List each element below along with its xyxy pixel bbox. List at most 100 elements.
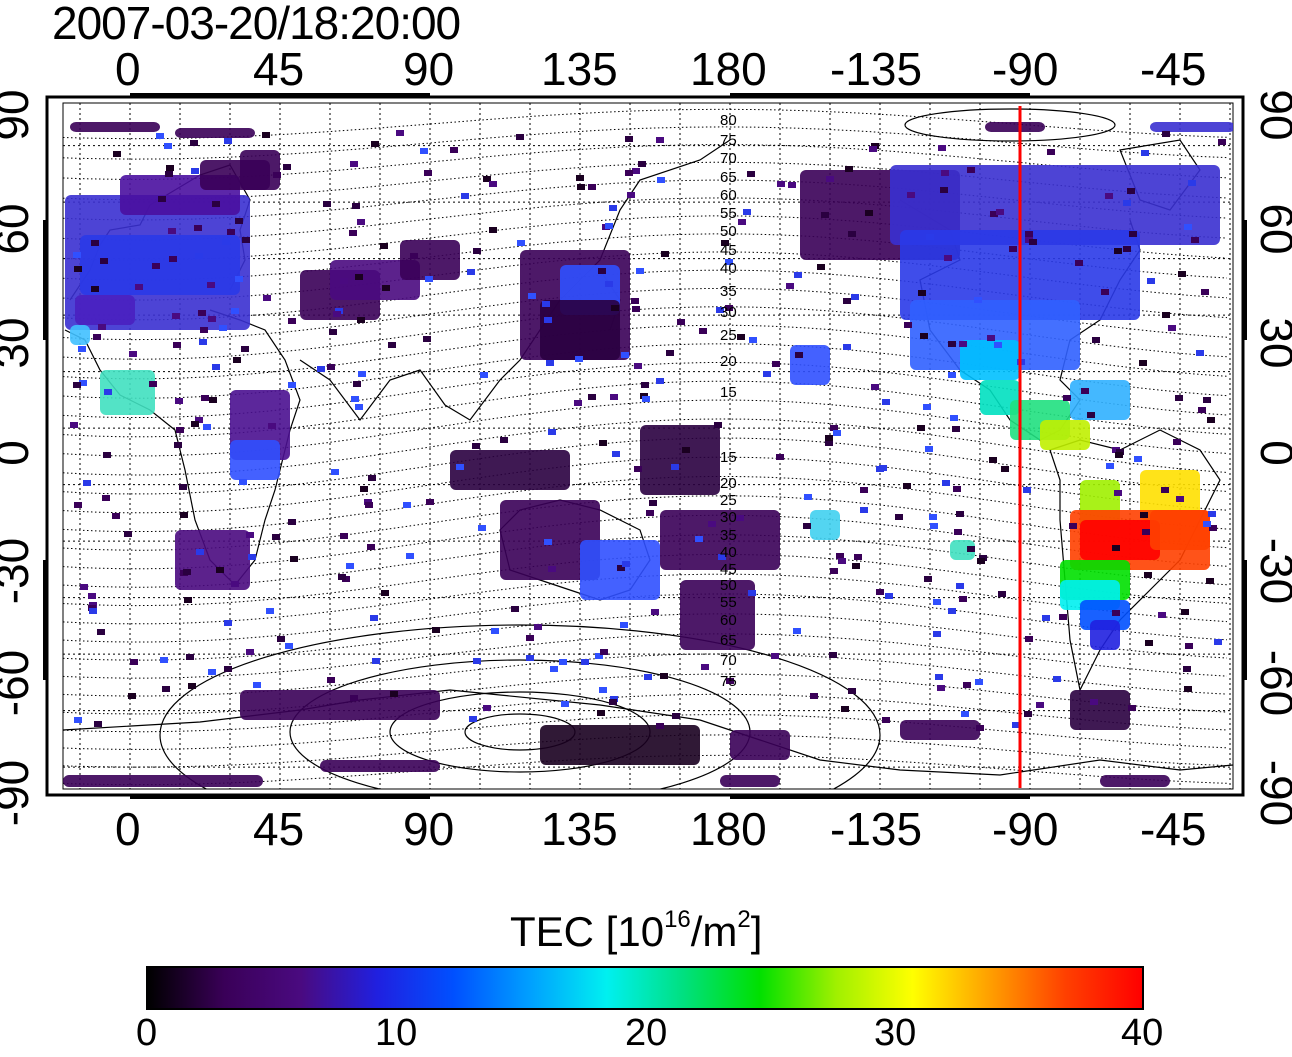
tec-data-point	[191, 168, 199, 174]
tec-data-point	[323, 201, 331, 207]
tec-data-point	[776, 454, 784, 460]
tec-data-point	[609, 699, 617, 705]
tec-data-point	[967, 546, 975, 552]
tec-data-point	[124, 531, 132, 537]
tec-data-point	[480, 372, 488, 378]
tec-data-region	[540, 725, 700, 765]
tec-data-region	[1090, 620, 1120, 650]
tec-data-point	[611, 305, 619, 311]
tec-data-point	[340, 533, 348, 539]
lon-label-top: 45	[253, 43, 305, 95]
tec-data-point	[598, 268, 606, 274]
tec-data-region	[660, 510, 780, 570]
tec-data-point	[821, 212, 829, 218]
tec-data-point	[534, 624, 542, 630]
tec-data-region	[400, 240, 460, 280]
tec-data-point	[406, 553, 414, 559]
tec-data-point	[1114, 490, 1122, 496]
tec-data-point	[1106, 463, 1114, 469]
tec-data-point	[367, 544, 375, 550]
tec-data-point	[588, 394, 596, 400]
tec-data-point	[994, 342, 1002, 348]
tec-data-point	[677, 319, 685, 325]
tec-data-point	[368, 475, 376, 481]
tec-data-point	[1161, 487, 1169, 493]
tec-data-region	[450, 450, 570, 490]
tec-data-point	[381, 590, 389, 596]
coastline	[1049, 429, 1221, 692]
tec-data-point	[577, 184, 585, 190]
tec-data-point	[235, 218, 243, 224]
tec-data-point	[923, 404, 931, 410]
tec-data-point	[597, 710, 605, 716]
tec-data-point	[937, 685, 945, 691]
tec-data-point	[1123, 200, 1131, 206]
tec-data-point	[1090, 699, 1098, 705]
tec-data-point	[426, 499, 434, 505]
tec-data-point	[581, 659, 589, 665]
tec-data-point	[165, 171, 173, 177]
tec-data-point	[716, 307, 724, 313]
tec-data-point	[198, 310, 206, 316]
tec-data-point	[595, 653, 603, 659]
tec-data-region	[1140, 470, 1200, 520]
tec-data-point	[617, 565, 625, 571]
lat-label-right: -60	[1251, 649, 1292, 717]
tec-data-point	[149, 381, 157, 387]
tec-data-point	[327, 677, 335, 683]
tec-data-point	[472, 443, 480, 449]
tec-data-point	[963, 682, 971, 688]
tec-data-region	[890, 165, 1220, 245]
tec-data-point	[959, 596, 967, 602]
contour-label: 15	[720, 449, 737, 466]
tec-data-point	[200, 327, 208, 333]
tec-data-point	[199, 339, 207, 345]
tec-data-point	[222, 239, 230, 245]
tec-data-point	[1075, 260, 1083, 266]
tec-data-point	[882, 399, 890, 405]
tec-data-point	[786, 283, 794, 289]
magnetic-contour	[63, 399, 1228, 457]
tec-data-point	[1181, 609, 1189, 615]
tec-data-point	[253, 682, 261, 688]
contour-label: 25	[720, 327, 737, 344]
lon-label-top: -45	[1140, 43, 1207, 95]
tec-data-point	[172, 313, 180, 319]
tec-data-point	[885, 593, 893, 599]
tec-data-point	[176, 427, 184, 433]
tec-data-point	[130, 659, 138, 665]
tec-data-point	[725, 305, 733, 311]
tec-data-point	[1025, 636, 1033, 642]
tec-data-point	[216, 567, 224, 573]
tec-data-region	[1040, 420, 1090, 450]
tec-data-point	[74, 266, 82, 272]
tec-data-point	[1123, 246, 1131, 252]
tec-data-region	[70, 325, 90, 345]
tec-data-point	[88, 593, 96, 599]
timestamp-title: 2007-03-20/18:20:00	[52, 0, 461, 49]
tec-data-point	[207, 282, 215, 288]
tec-data-point	[1176, 496, 1184, 502]
tec-data-point	[224, 666, 232, 672]
tec-data-region	[75, 295, 135, 325]
tec-data-point	[933, 599, 941, 605]
tec-data-point	[788, 182, 796, 188]
tec-data-point	[129, 351, 137, 357]
tec-data-point	[352, 203, 360, 209]
tec-data-point	[420, 148, 428, 154]
magnetic-contour	[63, 144, 1228, 180]
tec-data-point	[841, 706, 849, 712]
tec-data-point	[355, 404, 363, 410]
tec-data-point	[743, 209, 751, 215]
contour-label: 65	[720, 632, 737, 649]
tec-data-point	[903, 483, 911, 489]
tec-data-point	[1207, 417, 1215, 423]
tec-data-point	[661, 251, 669, 257]
tec-data-point	[682, 447, 690, 453]
tec-data-point	[1196, 350, 1204, 356]
tec-data-point	[357, 317, 365, 323]
lon-label-top: 0	[115, 43, 141, 95]
tec-data-point	[528, 293, 536, 299]
tec-data-point	[526, 635, 534, 641]
tec-data-point	[631, 298, 639, 304]
